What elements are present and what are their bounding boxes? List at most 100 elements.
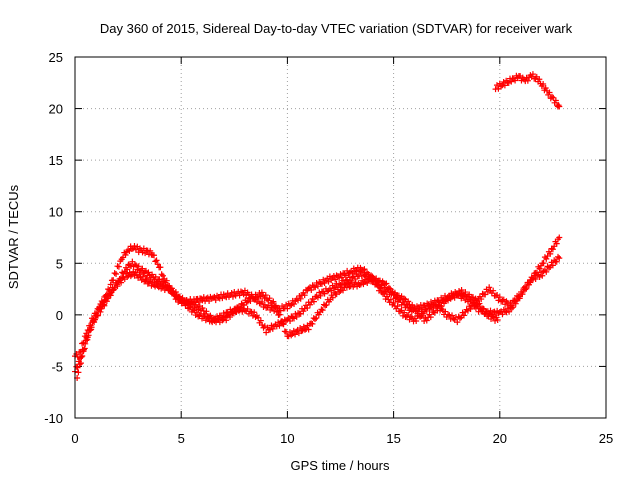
- data-point: [269, 299, 276, 306]
- data-point: [545, 264, 552, 271]
- data-point: [537, 269, 544, 276]
- data-point: [508, 78, 515, 85]
- data-point: [270, 298, 277, 305]
- data-point: [268, 322, 275, 329]
- data-point: [186, 304, 193, 311]
- data-point: [297, 295, 304, 302]
- data-point: [549, 246, 556, 253]
- data-point: [104, 295, 111, 302]
- data-point: [336, 289, 343, 296]
- data-point: [291, 301, 298, 308]
- data-point: [324, 288, 331, 295]
- data-point: [475, 301, 482, 308]
- data-point: [385, 284, 392, 291]
- x-tick-label: 25: [599, 431, 613, 446]
- data-point: [255, 314, 262, 321]
- data-point: [139, 273, 146, 280]
- data-point: [105, 286, 112, 293]
- data-point: [262, 292, 269, 299]
- data-point: [155, 276, 162, 283]
- data-point: [387, 285, 394, 292]
- data-point: [306, 301, 313, 308]
- data-point: [176, 294, 183, 301]
- data-point: [240, 291, 247, 298]
- data-point: [329, 294, 336, 301]
- data-point: [466, 303, 473, 310]
- data-point: [415, 312, 422, 319]
- data-point: [302, 286, 309, 293]
- data-point: [287, 302, 294, 309]
- x-tick-label: 10: [280, 431, 294, 446]
- data-point: [151, 252, 158, 259]
- y-axis-label: SDTVAR / TECUs: [6, 184, 21, 289]
- data-point: [91, 316, 98, 323]
- data-point: [313, 315, 320, 322]
- y-tick-label: 25: [49, 50, 63, 65]
- data-point: [482, 291, 489, 298]
- data-point: [435, 298, 442, 305]
- data-point: [118, 279, 125, 286]
- data-point: [111, 270, 118, 277]
- data-point: [190, 306, 197, 313]
- data-point: [506, 308, 513, 315]
- y-tick-label: 15: [49, 153, 63, 168]
- data-point: [258, 289, 265, 296]
- series-track-b: [72, 253, 563, 375]
- data-point: [273, 323, 280, 330]
- data-point: [405, 298, 412, 305]
- data-point: [220, 310, 227, 317]
- data-point: [544, 263, 551, 270]
- data-point: [159, 272, 166, 279]
- data-point: [556, 103, 563, 110]
- data-point: [73, 363, 80, 370]
- data-point: [247, 298, 254, 305]
- data-point: [460, 312, 467, 319]
- data-point: [204, 294, 211, 301]
- data-point: [543, 268, 550, 275]
- data-point: [275, 319, 282, 326]
- data-point: [332, 276, 339, 283]
- data-point: [556, 255, 563, 262]
- data-point: [293, 313, 300, 320]
- data-point: [267, 326, 274, 333]
- x-tick-label: 0: [71, 431, 78, 446]
- data-point: [549, 262, 556, 269]
- data-point: [195, 299, 202, 306]
- data-point: [243, 299, 250, 306]
- data-point: [445, 311, 452, 318]
- data-point: [322, 302, 329, 309]
- data-point: [508, 302, 515, 309]
- data-point: [271, 303, 278, 310]
- data-point: [135, 263, 142, 270]
- data-point: [383, 293, 390, 300]
- data-point: [490, 287, 497, 294]
- series-track-a: [72, 234, 563, 360]
- data-point: [496, 294, 503, 301]
- data-point: [114, 283, 121, 290]
- data-point: [438, 305, 445, 312]
- data-point: [360, 269, 367, 276]
- data-point: [554, 253, 561, 260]
- data-point: [190, 300, 197, 307]
- data-point: [301, 305, 308, 312]
- data-point: [125, 247, 132, 254]
- data-point: [536, 265, 543, 272]
- data-point: [236, 292, 243, 299]
- data-point: [356, 281, 363, 288]
- data-point: [312, 284, 319, 291]
- data-point: [288, 301, 295, 308]
- data-point: [76, 361, 83, 368]
- data-point: [85, 332, 92, 339]
- data-point: [397, 308, 404, 315]
- data-point: [466, 291, 473, 298]
- data-point: [489, 313, 496, 320]
- data-point: [243, 292, 250, 299]
- data-point: [313, 279, 320, 286]
- data-point: [413, 317, 420, 324]
- data-point: [403, 301, 410, 308]
- data-point: [131, 261, 138, 268]
- data-point: [147, 247, 154, 254]
- data-point: [547, 250, 554, 257]
- data-point: [427, 314, 434, 321]
- data-point: [553, 258, 560, 265]
